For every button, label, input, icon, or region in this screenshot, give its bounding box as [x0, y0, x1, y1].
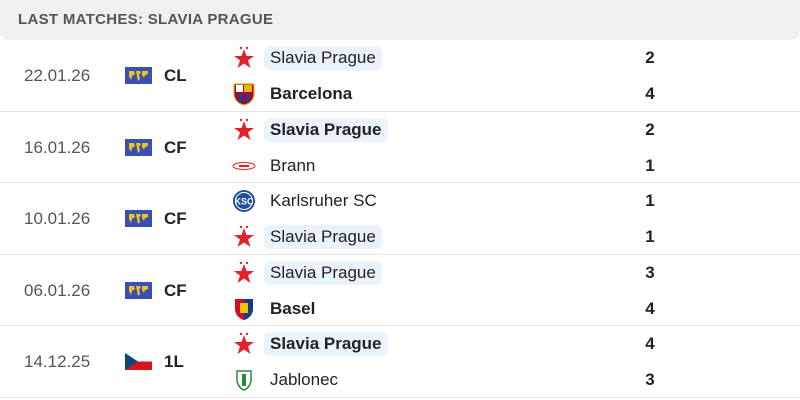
team-home[interactable]: Slavia Prague — [230, 44, 382, 72]
matches-list: 22.01.26 CL Slavia Prague Barcelona 2 4 1… — [0, 40, 800, 398]
match-date: 14.12.25 — [24, 352, 91, 372]
match-row[interactable]: 16.01.26 CF Slavia Prague Brann 2 1 — [0, 112, 800, 184]
team-away[interactable]: Slavia Prague — [230, 223, 382, 251]
away-score: 1 — [645, 227, 655, 247]
slavia-star-logo-icon — [230, 44, 258, 72]
team-name[interactable]: Jablonec — [270, 370, 339, 390]
barcelona-logo-icon — [230, 80, 258, 108]
team-away[interactable]: Brann — [230, 152, 321, 180]
world-map-icon — [125, 138, 152, 156]
home-score: 2 — [645, 119, 655, 139]
match-row[interactable]: 14.12.25 1L Slavia Prague Jablonec 4 3 — [0, 326, 800, 398]
team-away[interactable]: Basel — [230, 295, 321, 323]
team-name[interactable]: Barcelona — [270, 84, 353, 103]
czech-flag-icon — [125, 353, 152, 371]
svg-text:KSC: KSC — [234, 197, 254, 207]
team-home[interactable]: Slavia Prague — [230, 330, 388, 358]
home-score: 2 — [645, 48, 655, 67]
home-score: 1 — [645, 191, 655, 211]
team-name[interactable]: Karlsruher SC — [270, 191, 377, 211]
home-score: 4 — [645, 334, 655, 354]
slavia-star-logo-icon — [230, 116, 258, 144]
slavia-star-logo-icon — [230, 330, 258, 358]
team-name[interactable]: Basel — [270, 298, 316, 318]
team-name[interactable]: Slavia Prague — [264, 117, 388, 142]
match-date: 22.01.26 — [24, 66, 91, 85]
competition-label: CF — [164, 280, 187, 300]
match-date: 16.01.26 — [24, 137, 91, 157]
match-date: 06.01.26 — [24, 280, 91, 300]
home-score: 3 — [645, 262, 655, 282]
away-score: 4 — [645, 84, 655, 103]
brann-logo-icon — [230, 152, 258, 180]
jablonec-logo-icon — [230, 366, 258, 394]
slavia-star-logo-icon — [230, 223, 258, 251]
team-name[interactable]: Brann — [270, 155, 316, 175]
world-map-icon — [125, 67, 152, 84]
team-name[interactable]: Slavia Prague — [264, 332, 388, 357]
team-home[interactable]: Slavia Prague — [230, 259, 382, 287]
match-row[interactable]: 10.01.26 CF KSC Karlsruher SC Slavia Pragu… — [0, 183, 800, 255]
competition-label: 1L — [164, 352, 184, 372]
away-score: 4 — [645, 298, 655, 318]
competition-label: CF — [164, 137, 187, 157]
competition-label: CF — [164, 209, 187, 229]
team-away[interactable]: Jablonec — [230, 366, 344, 394]
team-home[interactable]: Slavia Prague — [230, 116, 388, 144]
match-row[interactable]: 22.01.26 CL Slavia Prague Barcelona 2 4 — [0, 40, 800, 112]
away-score: 3 — [645, 370, 655, 390]
section-header: LAST MATCHES: SLAVIA PRAGUE — [0, 0, 800, 40]
team-name[interactable]: Slavia Prague — [264, 46, 382, 70]
team-away[interactable]: Barcelona — [230, 80, 358, 108]
match-date: 10.01.26 — [24, 209, 91, 229]
away-score: 1 — [645, 155, 655, 175]
world-map-icon — [125, 210, 152, 228]
basel-logo-icon — [230, 295, 258, 323]
team-name[interactable]: Slavia Prague — [264, 260, 382, 285]
slavia-star-logo-icon — [230, 259, 258, 287]
team-name[interactable]: Slavia Prague — [264, 225, 382, 250]
ksc-logo-icon: KSC — [230, 187, 258, 215]
world-map-icon — [125, 281, 152, 299]
competition-label: CL — [164, 66, 187, 85]
team-home[interactable]: KSC Karlsruher SC — [230, 187, 383, 215]
match-row[interactable]: 06.01.26 CF Slavia Prague Basel 3 4 — [0, 255, 800, 327]
